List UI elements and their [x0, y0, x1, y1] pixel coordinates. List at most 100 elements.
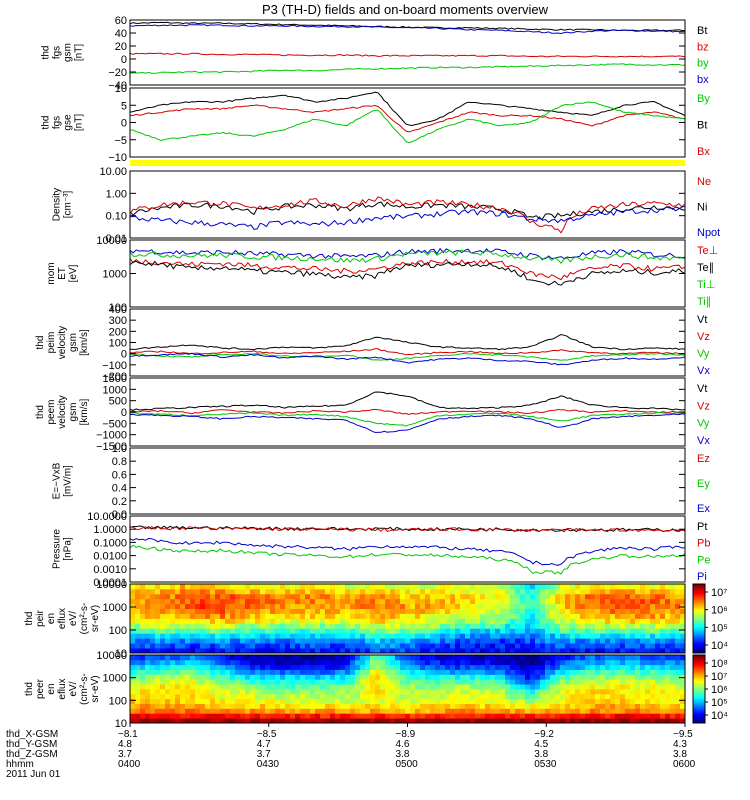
heatmap-cell [680, 698, 686, 704]
heatmap-cell [400, 693, 406, 700]
heatmap-cell [530, 669, 536, 675]
heatmap-cell [300, 598, 306, 605]
heatmap-cell [240, 693, 246, 700]
colorbar-segment [693, 592, 705, 595]
heatmap-cell [255, 664, 261, 670]
heatmap-cell [270, 713, 276, 719]
heatmap-cell [655, 655, 661, 661]
heatmap-cell [290, 708, 296, 714]
heatmap-cell [145, 698, 151, 704]
heatmap-cell [345, 633, 351, 639]
heatmap-cell [230, 643, 236, 649]
heatmap-cell [535, 598, 541, 605]
heatmap-cell [340, 613, 346, 619]
heatmap-cell [245, 684, 251, 690]
heatmap-cell [540, 584, 546, 590]
heatmap-cell [585, 713, 591, 719]
heatmap-cell [230, 664, 236, 670]
series-line [129, 201, 686, 220]
heatmap-cell [375, 659, 381, 666]
heatmap-cell [625, 618, 631, 624]
heatmap-cell [145, 588, 151, 595]
heatmap-cell [580, 679, 586, 685]
colorbar-segment [693, 665, 705, 668]
heatmap-cell [250, 655, 256, 661]
heatmap-cell [385, 718, 391, 724]
heatmap-cell [375, 603, 381, 610]
heatmap-cell [220, 669, 226, 675]
heatmap-cell [290, 618, 296, 624]
heatmap-cell [575, 703, 581, 709]
heatmap-cell [410, 713, 416, 719]
heatmap-cell [170, 613, 176, 619]
heatmap-cell [555, 693, 561, 700]
heatmap-cell [370, 584, 376, 590]
heatmap-cell [240, 669, 246, 675]
colorbar-segment [693, 646, 705, 649]
heatmap-cell [395, 593, 401, 600]
heatmap-cell [425, 684, 431, 690]
heatmap-cell [460, 628, 466, 634]
heatmap-cell [385, 633, 391, 639]
heatmap-cell [500, 593, 506, 600]
heatmap-cell [370, 613, 376, 619]
heatmap-cell [600, 628, 606, 634]
heatmap-cell [195, 664, 201, 670]
heatmap-cell [250, 679, 256, 685]
heatmap-cell [360, 674, 366, 680]
heatmap-cell [495, 584, 501, 590]
heatmap-cell [140, 598, 146, 605]
y-axis-label: gsm [68, 333, 79, 352]
heatmap-cell [325, 588, 331, 595]
heatmap-cell [410, 689, 416, 695]
heatmap-cell [510, 633, 516, 639]
heatmap-cell [590, 703, 596, 709]
heatmap-cell [560, 584, 566, 590]
y-tick-label: −500 [102, 418, 127, 430]
heatmap-cell [590, 674, 596, 680]
heatmap-cell [655, 608, 661, 614]
heatmap-cell [585, 698, 591, 704]
panel-frame [129, 515, 686, 583]
heatmap-cell [260, 598, 266, 605]
heatmap-cell [530, 603, 536, 610]
heatmap-cell [610, 659, 616, 666]
heatmap-cell [225, 638, 231, 644]
colorbar-tick-label: 10⁵ [711, 622, 728, 634]
heatmap-cell [335, 674, 341, 680]
heatmap-cell [665, 664, 671, 670]
heatmap-cell [395, 618, 401, 624]
heatmap-cell [625, 638, 631, 644]
heatmap-cell [195, 718, 201, 724]
heatmap-cell [555, 659, 561, 666]
heatmap-cell [135, 633, 141, 639]
heatmap-cell [345, 598, 351, 605]
heatmap-cell [365, 593, 371, 600]
heatmap-cell [205, 674, 211, 680]
heatmap-cell [295, 669, 301, 675]
heatmap-cell [635, 684, 641, 690]
heatmap-cell [460, 708, 466, 714]
heatmap-cell [625, 679, 631, 685]
heatmap-cell [555, 708, 561, 714]
heatmap-cell [330, 684, 336, 690]
heatmap-cell [155, 598, 161, 605]
heatmap-cell [330, 679, 336, 685]
heatmap-cell [530, 643, 536, 649]
heatmap-cell [525, 584, 531, 590]
heatmap-cell [545, 618, 551, 624]
y-axis-label: velocity [57, 395, 68, 428]
heatmap-cell [130, 674, 136, 680]
heatmap-cell [435, 674, 441, 680]
heatmap-cell [350, 713, 356, 719]
heatmap-cell [270, 613, 276, 619]
heatmap-cell [515, 603, 521, 610]
heatmap-cell [320, 638, 326, 644]
heatmap-cell [660, 664, 666, 670]
heatmap-cell [425, 584, 431, 590]
heatmap-cell [455, 628, 461, 634]
heatmap-cell [510, 674, 516, 680]
heatmap-cell [445, 698, 451, 704]
heatmap-cell [445, 638, 451, 644]
heatmap-cell [650, 693, 656, 700]
